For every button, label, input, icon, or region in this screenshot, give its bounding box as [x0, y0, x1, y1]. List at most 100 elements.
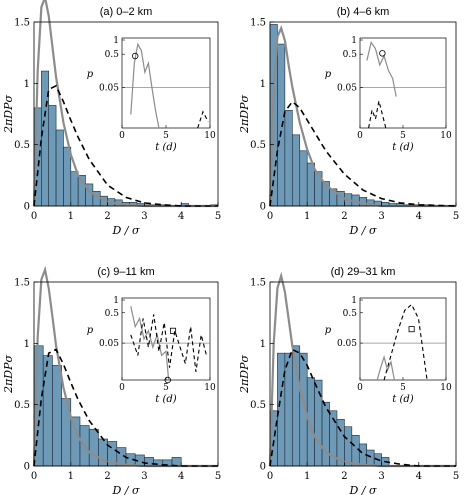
- x-tick-label: 2: [341, 471, 347, 482]
- inset-x-tick-label: 0: [119, 383, 125, 393]
- inset-dashed-line: [383, 303, 428, 381]
- x-tick-label: 4: [178, 471, 184, 482]
- y-tick-label: 1: [260, 79, 266, 90]
- histogram-bar: [42, 355, 53, 467]
- x-tick-label: 2: [104, 211, 110, 222]
- circle-marker: [164, 376, 171, 384]
- histogram-bar: [88, 428, 99, 467]
- histogram-bar: [55, 129, 64, 207]
- circle-marker: [379, 50, 386, 57]
- histogram-bar: [63, 146, 72, 207]
- inset-y-tick-label: 1: [113, 296, 119, 306]
- histogram-bar: [70, 171, 79, 207]
- x-tick-label: 5: [453, 471, 459, 482]
- y-tick-label: 1.5: [250, 278, 266, 289]
- y-axis-label: 2πDPσ: [238, 95, 251, 134]
- x-tick-label: 3: [141, 211, 147, 222]
- panel-d: 0 1 2 3 4 5 0 0.5 1 1.5 (d) 29–31 km D / σ 2πDPσ 0.05…: [238, 266, 459, 495]
- histogram-bar: [366, 449, 375, 467]
- panel-title: (d) 29–31 km: [331, 266, 396, 278]
- histogram-bar: [314, 379, 323, 467]
- inset-plot: 0.050.510 5 10t (d)p: [325, 36, 452, 153]
- inset-x-axis-label: t (d): [392, 142, 414, 153]
- square-marker: [170, 327, 177, 334]
- inset-y-tick-label: 1: [113, 36, 119, 46]
- y-tick-label: 0.5: [14, 140, 30, 151]
- y-tick-label: 0.5: [250, 140, 266, 151]
- inset-x-tick-label: 10: [440, 383, 452, 393]
- y-tick-label: 0.5: [14, 400, 30, 411]
- inset-plot: 0.050.510 5 10t (d)p: [87, 36, 216, 153]
- histogram-bar: [306, 162, 315, 207]
- inset-solid-line: [130, 42, 160, 129]
- inset-frame: [121, 37, 211, 129]
- histogram-bar: [52, 365, 62, 467]
- inset-plot: 0.050.510 5 10t (d)p: [87, 296, 216, 405]
- x-tick-label: 1: [304, 471, 310, 482]
- y-tick-label: 0: [260, 462, 266, 473]
- inset-x-tick-label: 0: [357, 383, 363, 393]
- histogram-bar: [48, 105, 57, 207]
- inset-dashed-line: [197, 110, 209, 129]
- inset-plot: 0.050.510 5 10t (d)p: [325, 296, 452, 405]
- inset-solid-line: [130, 306, 170, 381]
- y-tick-label: 0: [24, 202, 30, 213]
- inset-x-tick-label: 5: [163, 383, 169, 393]
- dashed-curve: [269, 348, 456, 467]
- x-tick-label: 0: [267, 471, 273, 482]
- inset-x-tick-label: 5: [400, 383, 406, 393]
- axes-frame: [269, 21, 457, 207]
- dashed-curve: [33, 348, 218, 467]
- histogram-bar: [299, 150, 308, 207]
- y-tick-label: 1.5: [14, 18, 30, 29]
- inset-y-tick-label: 0.05: [99, 84, 119, 94]
- inset-x-tick-label: 0: [357, 131, 363, 141]
- x-tick-label: 1: [68, 211, 74, 222]
- inset-y-axis-label: p: [325, 325, 332, 336]
- x-tick-label: 1: [304, 211, 310, 222]
- x-axis-label: D / σ: [111, 224, 140, 237]
- inset-y-tick-label: 0.05: [337, 339, 357, 349]
- axes-frame: [33, 21, 219, 207]
- histogram-bar: [351, 435, 360, 467]
- x-axis-label: D / σ: [111, 484, 140, 495]
- x-tick-label: 5: [215, 471, 221, 482]
- y-axis-label: 2πDPσ: [238, 355, 251, 394]
- x-tick-label: 0: [31, 471, 37, 482]
- x-tick-label: 5: [215, 211, 221, 222]
- inset-y-tick-label: 0.5: [105, 50, 120, 60]
- histogram-bar: [144, 457, 154, 467]
- panel-a: 0 1 2 3 4 5 0 0.5 1 1.5 (a) 0–2 km D / σ 2πDPσ 0.05 0.…: [2, 0, 221, 237]
- x-tick-label: 4: [416, 471, 422, 482]
- inset-y-axis-label: p: [87, 69, 94, 80]
- histogram-bar: [277, 43, 286, 207]
- panel-c: 0 1 2 3 4 5 0 0.5 1 1.5 (c) 9–11 km D / σ 2πDPσ 0.05 0…: [2, 265, 221, 495]
- inset-x-axis-label: t (d): [155, 142, 177, 153]
- histogram-bar: [284, 352, 293, 467]
- x-axis-label: D / σ: [348, 224, 377, 237]
- x-tick-label: 3: [141, 471, 147, 482]
- inset-y-axis-label: p: [87, 325, 94, 336]
- inset-y-tick-label: 1: [351, 36, 357, 46]
- inset-frame: [359, 297, 447, 381]
- solid-curve: [32, 265, 218, 468]
- inset-x-axis-label: t (d): [392, 394, 414, 405]
- x-tick-label: 2: [104, 471, 110, 482]
- inset-dashed-line: [130, 314, 208, 372]
- x-tick-label: 2: [341, 211, 347, 222]
- panel-title: (c) 9–11 km: [97, 266, 154, 278]
- x-tick-label: 0: [31, 211, 37, 222]
- inset-y-tick-label: 0.05: [99, 339, 119, 349]
- panel-b: 0 1 2 3 4 5 0 0.5 1 1.5 (b) 4–6 km D / σ 2πDPσ 0.05 0.…: [238, 6, 459, 237]
- inset-y-axis-label: p: [325, 69, 332, 80]
- x-tick-label: 3: [378, 211, 384, 222]
- y-axis-label: 2πDPσ: [2, 95, 15, 134]
- y-tick-label: 1.5: [250, 18, 266, 29]
- x-tick-label: 4: [416, 211, 422, 222]
- x-tick-label: 0: [267, 211, 273, 222]
- inset-y-tick-label: 0.5: [105, 309, 120, 319]
- inset-x-axis-label: t (d): [155, 394, 177, 405]
- histogram-bar: [41, 70, 50, 207]
- panel-title: (b) 4–6 km: [337, 6, 390, 18]
